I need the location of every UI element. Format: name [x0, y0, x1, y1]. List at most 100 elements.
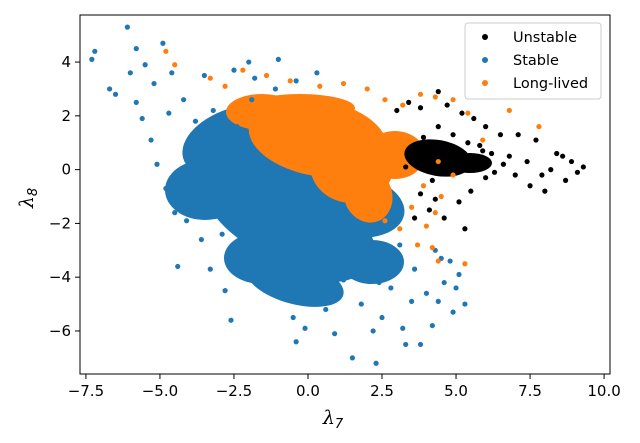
- data-point: [409, 298, 415, 304]
- data-point: [163, 185, 169, 192]
- data-point: [465, 140, 471, 146]
- data-point: [432, 196, 438, 202]
- data-point: [441, 215, 447, 221]
- data-point: [560, 153, 566, 159]
- data-point: [340, 277, 347, 283]
- data-point: [435, 123, 441, 130]
- data-point: [373, 360, 379, 366]
- data-point: [255, 113, 261, 119]
- data-point: [216, 150, 222, 157]
- data-point: [352, 247, 358, 253]
- data-point: [163, 48, 169, 54]
- data-point: [272, 86, 279, 92]
- long-lived-density-cloud: [226, 94, 425, 223]
- data-point: [435, 258, 441, 264]
- data-point: [278, 250, 284, 256]
- data-point: [198, 236, 204, 243]
- data-point: [477, 142, 483, 149]
- data-point: [228, 317, 234, 323]
- data-point: [382, 97, 388, 103]
- data-point: [243, 193, 249, 200]
- data-point: [580, 164, 586, 170]
- data-point: [133, 46, 139, 52]
- data-point: [293, 78, 299, 84]
- data-point: [332, 331, 338, 337]
- data-point: [447, 142, 453, 149]
- data-point: [172, 62, 178, 68]
- data-point: [382, 218, 388, 224]
- data-point: [491, 169, 498, 175]
- plot-frame: [79, 14, 611, 375]
- data-point: [435, 298, 441, 304]
- data-point: [417, 191, 424, 197]
- data-point: [414, 242, 421, 248]
- data-point: [124, 24, 130, 30]
- data-point: [207, 75, 213, 81]
- data-point: [403, 164, 409, 170]
- data-point: [409, 204, 415, 210]
- data-point: [89, 56, 95, 62]
- data-point: [364, 86, 370, 92]
- data-point: [447, 258, 453, 264]
- data-point: [500, 161, 507, 167]
- data-point: [293, 339, 299, 345]
- data-point: [465, 110, 471, 116]
- y-tick-label: −6: [49, 322, 71, 340]
- data-point: [314, 70, 320, 76]
- series-unstable: [394, 89, 586, 232]
- data-point: [406, 99, 412, 105]
- data-point: [349, 355, 356, 361]
- data-point: [429, 245, 435, 251]
- data-point: [352, 199, 358, 205]
- data-point: [394, 107, 400, 114]
- y-tick-label: −2: [49, 214, 71, 232]
- data-point: [432, 210, 438, 216]
- x-axis-label: λ7: [322, 407, 344, 432]
- data-point: [314, 253, 320, 259]
- data-point: [423, 290, 430, 296]
- data-point: [222, 288, 228, 294]
- data-point: [441, 164, 447, 170]
- data-point: [506, 107, 512, 114]
- data-point: [426, 207, 432, 213]
- data-point: [515, 132, 521, 138]
- data-point: [323, 306, 329, 313]
- data-point: [450, 97, 456, 103]
- data-point: [397, 242, 403, 248]
- data-point: [166, 110, 172, 116]
- x-tick-label: 2.5: [370, 382, 394, 400]
- data-point: [308, 290, 314, 296]
- x-tick-label: −5.0: [142, 382, 178, 400]
- data-point: [340, 80, 347, 87]
- data-point: [400, 325, 406, 331]
- stable-density-cloud: [165, 103, 405, 307]
- data-point: [429, 177, 435, 183]
- data-point: [172, 210, 178, 216]
- data-point: [400, 102, 406, 108]
- data-point: [326, 236, 332, 243]
- data-point: [181, 97, 187, 103]
- data-point: [302, 325, 308, 331]
- data-point: [403, 341, 409, 348]
- x-tick-label: 0.0: [296, 382, 320, 400]
- data-point: [376, 279, 382, 286]
- data-point: [423, 156, 430, 162]
- data-point: [260, 215, 267, 221]
- data-point: [234, 123, 240, 130]
- data-point: [459, 110, 465, 116]
- data-point: [192, 118, 199, 124]
- data-point: [107, 86, 113, 92]
- data-point: [160, 40, 166, 46]
- data-point: [249, 271, 255, 278]
- data-point: [435, 89, 441, 95]
- y-tick-label: −4: [49, 268, 71, 286]
- data-point: [290, 314, 296, 321]
- y-tick-label: 0: [61, 161, 71, 179]
- data-point: [450, 132, 456, 138]
- data-point: [246, 59, 252, 65]
- data-point: [142, 62, 148, 68]
- data-point: [222, 83, 228, 89]
- data-point: [429, 322, 435, 329]
- data-point: [207, 266, 213, 272]
- series-long-lived: [163, 48, 542, 267]
